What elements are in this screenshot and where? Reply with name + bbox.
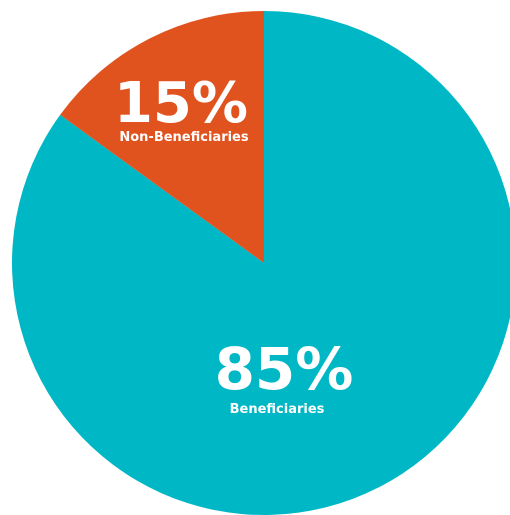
- pie-slices: [11, 11, 510, 515]
- slice-label-non-beneficiaries: 15% Non-Beneficiaries: [114, 71, 249, 145]
- beneficiaries-percent-label: 85%: [215, 335, 354, 403]
- beneficiaries-name-label: Beneficiaries: [230, 402, 325, 417]
- non-beneficiaries-percent-label: 15%: [114, 71, 248, 136]
- pie-slice-beneficiaries: [11, 11, 510, 515]
- pie-slice-non-beneficiaries: [60, 11, 264, 263]
- slice-label-beneficiaries: 85% Beneficiaries: [215, 335, 354, 417]
- non-beneficiaries-name-label: Non-Beneficiaries: [119, 130, 249, 145]
